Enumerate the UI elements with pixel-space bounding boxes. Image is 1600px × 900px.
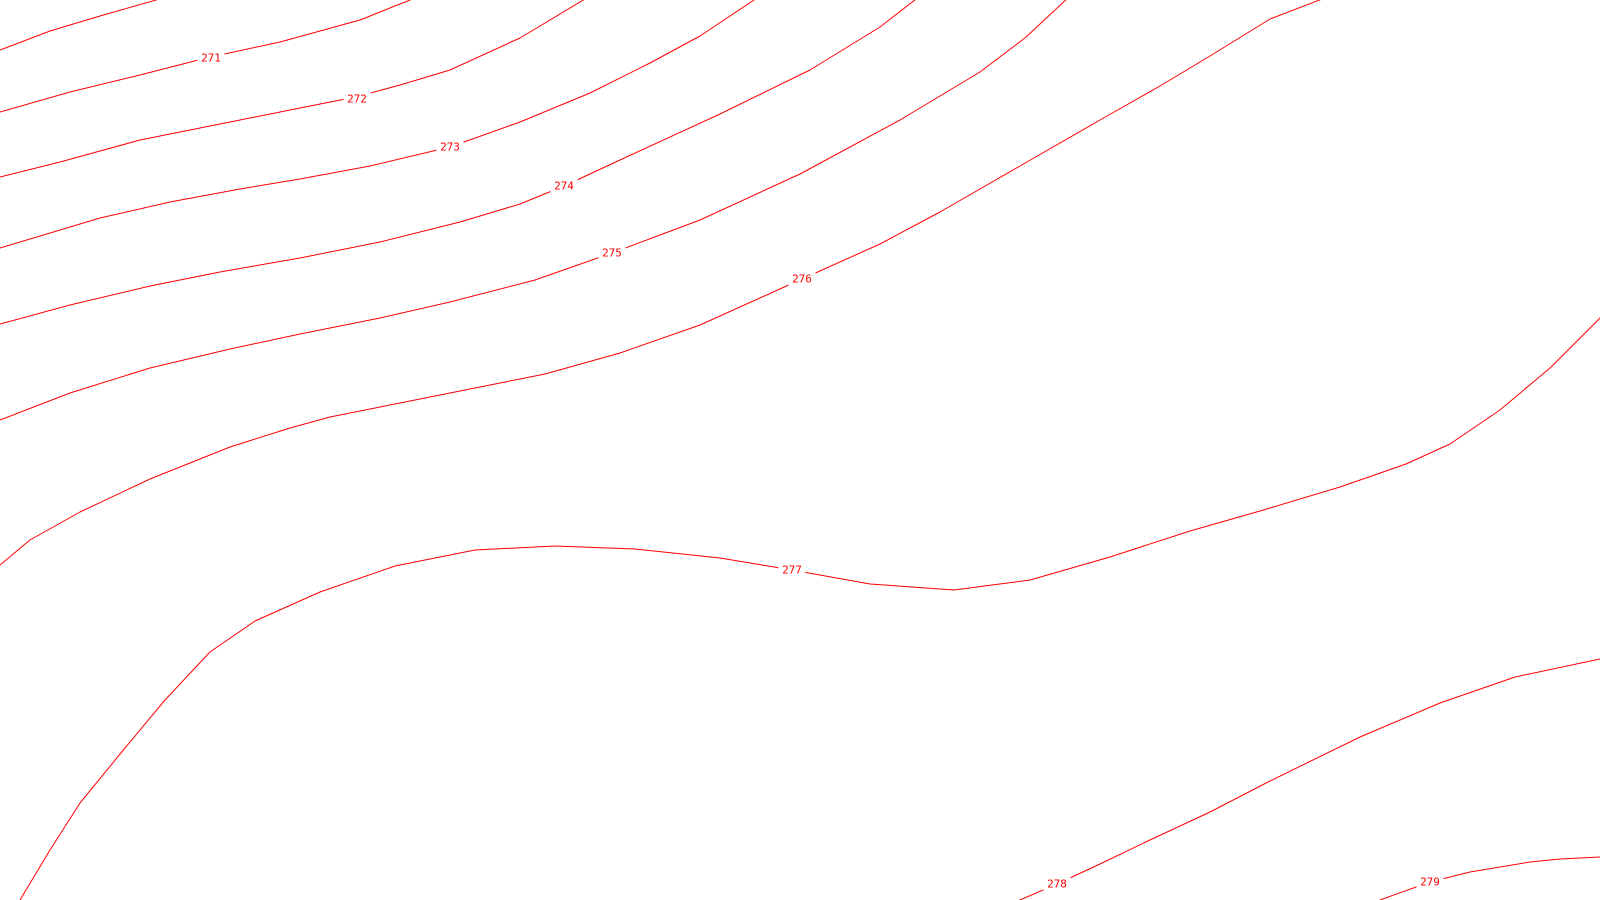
contour-label-background bbox=[550, 179, 578, 193]
contour-label-background bbox=[788, 272, 816, 286]
contour-label-273: 273 bbox=[440, 141, 460, 154]
contour-label-background bbox=[343, 92, 371, 106]
contour-line-273 bbox=[0, 0, 755, 249]
contour-label-background bbox=[778, 563, 806, 577]
contour-label-276: 276 bbox=[792, 273, 812, 286]
contour-line-274 bbox=[0, 0, 916, 325]
contour-label-275: 275 bbox=[602, 247, 622, 260]
contour-label-background bbox=[197, 51, 225, 65]
contour-label-271: 271 bbox=[201, 52, 221, 65]
contour-line-277 bbox=[19, 317, 1600, 900]
contour-line-272 bbox=[0, 0, 585, 178]
contour-line-278 bbox=[1019, 658, 1600, 900]
contour-label-279: 279 bbox=[1420, 876, 1440, 889]
contour-label-274: 274 bbox=[554, 180, 574, 193]
contour-label-277: 277 bbox=[782, 564, 802, 577]
contour-label-278: 278 bbox=[1047, 878, 1067, 891]
contour-label-272: 272 bbox=[347, 93, 367, 106]
contour-line-276 bbox=[0, 0, 1321, 566]
contour-label-layer: 271 272 273 274 275 276 277 278 279 bbox=[197, 51, 1444, 891]
contour-label-background bbox=[1416, 875, 1444, 889]
contour-label-background bbox=[1043, 877, 1071, 891]
contour-label-background bbox=[436, 140, 464, 154]
contour-line-275 bbox=[0, 0, 1067, 421]
contour-label-background bbox=[598, 246, 626, 260]
contour-line-unlabeled bbox=[0, 0, 158, 51]
